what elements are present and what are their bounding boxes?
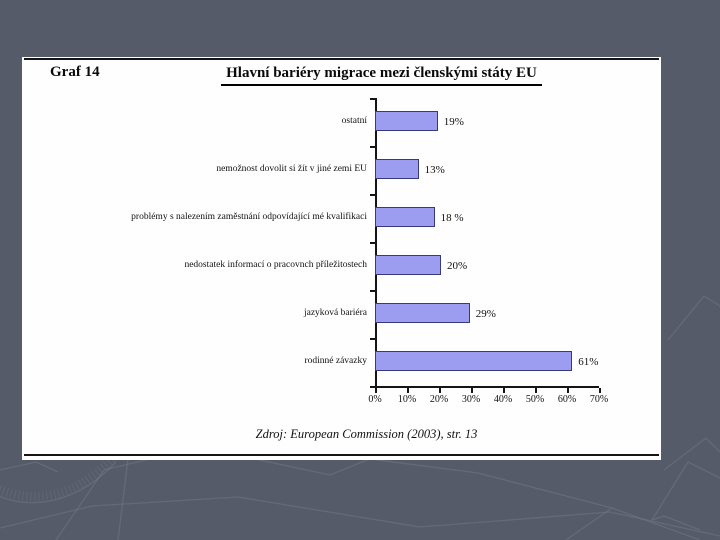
x-tick: [407, 388, 409, 393]
chart-row: nemožnost dovolit si žít v jiné zemi EU 1…: [22, 146, 661, 194]
content-panel: Graf 14 Hlavní bariéry migrace mezi člen…: [22, 57, 661, 460]
x-tick: [439, 388, 441, 393]
chart-row: problémy s nalezením zaměstnání odpovída…: [22, 194, 661, 242]
value-label: 13%: [424, 164, 445, 176]
value-label: 19%: [443, 116, 464, 128]
bar: [375, 303, 470, 323]
source-caption: Zdroj: European Commission (2003), str. …: [255, 427, 478, 441]
bar: [375, 255, 441, 275]
category-tick: [370, 386, 375, 388]
title-wrapper: Hlavní bariéry migrace mezi členskými st…: [132, 64, 631, 86]
x-tick-label: 60%: [557, 394, 577, 405]
chart-row: rodinné závazky 61%: [22, 338, 661, 386]
category-tick: [370, 98, 375, 100]
x-tick-label: 40%: [493, 394, 513, 405]
value-label: 20%: [447, 260, 468, 272]
category-tick: [370, 194, 375, 196]
category-label: ostatní: [341, 116, 367, 127]
chart-row: ostatní 19%: [22, 98, 661, 146]
y-axis-line: [375, 98, 377, 388]
figure-bottom-rule: [24, 454, 659, 456]
chart-row: jazyková bariéra 29%: [22, 290, 661, 338]
x-tick-label: 20%: [429, 394, 449, 405]
x-tick: [567, 388, 569, 393]
category-label: problémy s nalezením zaměstnání odpovída…: [131, 212, 367, 223]
x-tick-label: 70%: [589, 394, 609, 405]
category-tick: [370, 338, 375, 340]
value-label: 18 %: [440, 212, 464, 224]
x-tick: [535, 388, 537, 393]
chart-row: nedostatek informací o pracovnch příleži…: [22, 242, 661, 290]
value-label: 29%: [475, 308, 496, 320]
bar: [375, 111, 438, 131]
x-tick-label: 50%: [525, 394, 545, 405]
category-tick: [370, 146, 375, 148]
x-tick-label: 30%: [461, 394, 481, 405]
category-label: nemožnost dovolit si žít v jiné zemi EU: [216, 164, 367, 175]
bar: [375, 207, 435, 227]
x-axis-line: [375, 386, 599, 388]
x-tick-label: 10%: [397, 394, 417, 405]
bar: [375, 351, 573, 371]
x-tick: [599, 388, 601, 393]
value-label: 61%: [578, 356, 599, 368]
x-tick: [471, 388, 473, 393]
x-tick: [375, 388, 377, 393]
bar-chart: ostatní 19% nemožnost dovolit si žít v jin…: [22, 57, 661, 460]
category-label: jazyková bariéra: [303, 308, 367, 319]
x-tick: [503, 388, 505, 393]
category-tick: [370, 242, 375, 244]
category-tick: [370, 290, 375, 292]
figure-top-rule: [24, 58, 659, 60]
x-tick-label: 0%: [368, 394, 382, 405]
bar: [375, 159, 419, 179]
category-label: nedostatek informací o pracovnch příleži…: [184, 260, 367, 271]
category-label: rodinné závazky: [304, 356, 367, 367]
figure-number-label: Graf 14: [50, 64, 100, 80]
page-title: Hlavní bariéry migrace mezi členskými st…: [221, 65, 542, 86]
